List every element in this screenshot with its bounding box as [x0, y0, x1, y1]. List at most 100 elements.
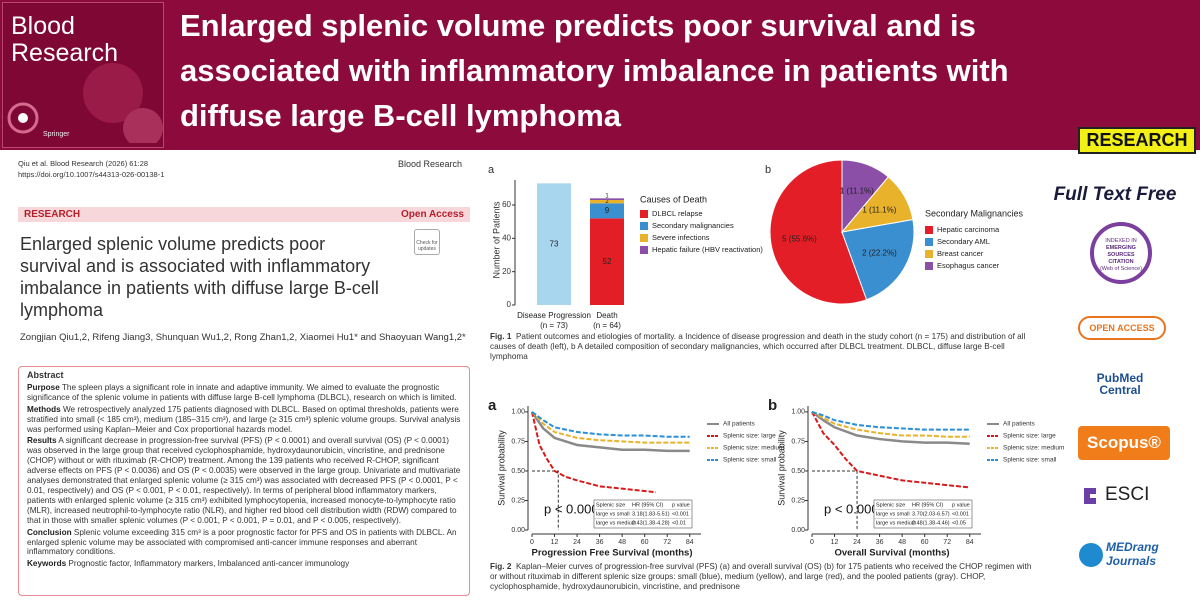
y-tick-label: 60 — [502, 200, 511, 209]
x-tick-label: 84 — [686, 539, 694, 546]
journal-name: Blood Research — [398, 159, 463, 169]
y-tick-label: 0.25 — [511, 497, 525, 504]
category-label: Death — [596, 311, 617, 320]
legend-label: Splenic size: large — [1003, 433, 1056, 440]
category-label: Disease Progression — [517, 311, 591, 320]
table-cell: Splenic size — [596, 502, 625, 508]
pie-slice — [841, 218, 915, 301]
figure2-caption: Fig. 2 Kaplan–Meier curves of progressio… — [490, 562, 1035, 592]
abstract-heading: Abstract — [27, 370, 64, 380]
slice-label: 1 (11.1%) — [862, 206, 896, 215]
badge-text: (Web of Science) — [1099, 266, 1143, 272]
badge-text: CITATION — [1108, 259, 1134, 265]
citation: Qiu et al. Blood Research (2026) 61:28 — [18, 159, 149, 168]
survival-curve — [531, 411, 690, 444]
legend-title: Causes of Death — [640, 194, 707, 204]
table-cell: large vs medium — [876, 520, 917, 526]
x-tick-label: 48 — [898, 539, 906, 546]
doi: https://doi.org/10.1007/s44313-026-00138… — [18, 170, 165, 179]
y-tick-label: 20 — [502, 267, 511, 276]
paper-title: survival and is associated with inflamma… — [20, 256, 371, 276]
bar-label: 1 — [605, 194, 609, 200]
survival-curve — [811, 410, 970, 431]
x-axis-label: Overall Survival (months) — [834, 548, 949, 559]
table-cell: <0.001 — [672, 511, 689, 517]
slice-label: 1 (11.1%) — [840, 187, 874, 196]
medrang-text: Journals — [1106, 554, 1157, 568]
y-tick-label: 0.00 — [791, 527, 805, 534]
legend-swatch — [640, 222, 648, 230]
table-cell: p value — [672, 502, 690, 508]
section-text: A significant decrease in progression-fr… — [27, 436, 461, 525]
authors: Zongjian Qiu1,2, Rifeng Jiang3, Shunquan… — [20, 332, 466, 343]
y-tick-label: 0.50 — [511, 468, 525, 475]
legend-label: All patients — [1003, 421, 1036, 428]
check-updates: Check for updates — [414, 229, 440, 255]
cover-art — [7, 63, 163, 143]
pubmed-text: Central — [1099, 383, 1141, 397]
x-tick-label: 72 — [663, 539, 671, 546]
bar-segment — [590, 200, 624, 204]
caption-text: Kaplan–Meier curves of progression-free … — [490, 562, 1032, 591]
esci-badge: INDEXED IN EMERGING SOURCES CITATION (Web of… — [1090, 222, 1152, 284]
medrang-text: MEDrang — [1106, 540, 1159, 554]
y-tick-label: 40 — [502, 233, 511, 242]
table-cell: 3.70(2.03-6.57) — [912, 511, 950, 517]
y-tick-label: 0.50 — [791, 468, 805, 475]
x-tick-label: 12 — [831, 539, 839, 546]
abstract-section: Conclusion Splenic volume exceeding 315 … — [27, 528, 461, 558]
cover-title: Blood Research — [11, 12, 118, 67]
legend-label: Hepatic carcinoma — [937, 225, 1000, 234]
legend-title: Secondary Malignancies — [925, 208, 1024, 218]
y-tick-label: 0.75 — [791, 438, 805, 445]
section-text: We retrospectively analyzed 175 patients… — [27, 404, 461, 434]
x-tick-label: 72 — [943, 539, 951, 546]
table-frame — [873, 499, 973, 529]
slice-label: 5 (55.6%) — [782, 235, 817, 244]
pie-slice — [769, 159, 868, 305]
section-text: Splenic volume exceeding 315 cm³ is a po… — [27, 527, 457, 557]
medrang-badge: MEDrang Journals — [1078, 540, 1170, 576]
legend-label: Splenic size: large — [723, 433, 776, 440]
bar-label: 9 — [605, 206, 610, 215]
paper-title: lymphoma — [20, 300, 104, 320]
category-note: (n = 64) — [593, 321, 621, 330]
x-tick-label: 0 — [530, 539, 534, 546]
legend-label: Esophagus cancer — [937, 261, 1000, 270]
legend-swatch — [925, 238, 933, 246]
legend-swatch — [925, 262, 933, 270]
esci-icon — [1084, 488, 1096, 504]
y-tick-label: 0 — [507, 300, 512, 309]
caption-label: Fig. 1 — [490, 332, 512, 341]
caption-label: Fig. 2 — [490, 562, 512, 571]
legend-label: Secondary malignancies — [652, 221, 734, 230]
pubmed-badge: PubMed Central — [1070, 372, 1170, 396]
bar-label: 52 — [603, 257, 612, 266]
median-line — [532, 470, 559, 530]
y-tick-label: 1.00 — [791, 409, 805, 416]
legend-label: Splenic size: small — [723, 457, 777, 464]
y-axis-label: Survival probability — [776, 430, 786, 506]
survival-curve — [811, 411, 970, 489]
paper-title: Enlarged splenic volume predicts poor — [20, 234, 326, 254]
section-label: Keywords — [27, 559, 67, 569]
x-tick-label: 36 — [876, 539, 884, 546]
category-note: (n = 73) — [540, 321, 568, 330]
x-axis-label: Progression Free Survival (months) — [531, 548, 692, 559]
y-tick-label: 0.00 — [511, 527, 525, 534]
panel-label: b — [768, 397, 777, 414]
legend-label: All patients — [723, 421, 756, 428]
survival-curve — [811, 411, 970, 438]
figure1-caption: Fig. 1 Patient outcomes and etiologies o… — [490, 332, 1035, 362]
survival-curve — [811, 410, 970, 446]
table-cell: 2.48(1.38-4.46) — [912, 520, 950, 526]
legend-label: Hepatic failure (HBV reactivation) — [652, 245, 763, 254]
panel-label: b — [765, 164, 771, 176]
y-tick-label: 0.25 — [791, 497, 805, 504]
x-tick-label: 0 — [810, 539, 814, 546]
x-tick-label: 24 — [853, 539, 861, 546]
p-value: p < 0.0001 — [824, 501, 886, 516]
survival-curve — [531, 411, 690, 438]
pubmed-text: PubMed — [1096, 371, 1144, 385]
